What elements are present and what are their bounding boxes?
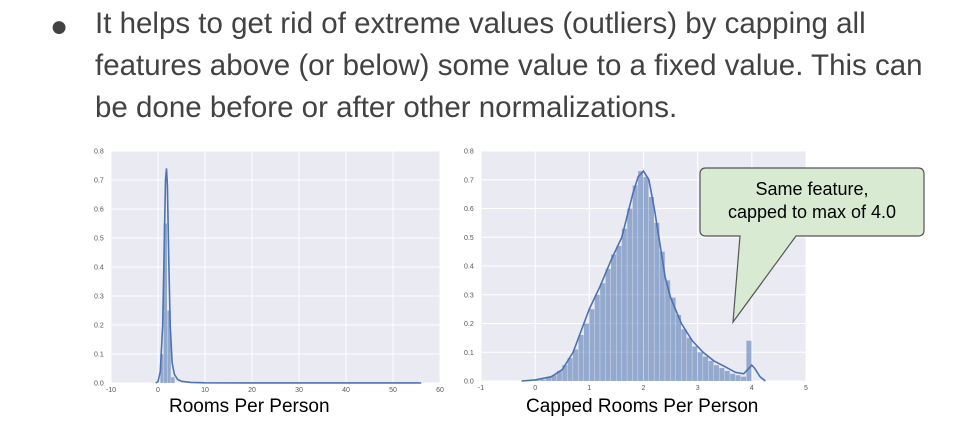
- histogram-bar: [735, 375, 741, 381]
- y-tick-label: 0.7: [464, 177, 474, 184]
- x-tick-label: 40: [342, 387, 350, 394]
- y-tick-label: 0.0: [464, 379, 474, 386]
- histogram-bar: [163, 223, 167, 383]
- histogram-bar: [638, 171, 644, 381]
- histogram-bar: [686, 337, 692, 381]
- y-tick-label: 0.8: [464, 149, 474, 156]
- y-tick-label: 0.6: [94, 207, 104, 214]
- histogram-bar: [573, 349, 579, 381]
- x-tick-label: 0: [533, 385, 537, 392]
- bullet-text: It helps to get rid of extreme values (o…: [95, 3, 960, 129]
- y-tick-label: 0.0: [94, 381, 104, 388]
- x-tick-label: 10: [201, 387, 209, 394]
- callout-text: Same feature, capped to max of 4.0: [698, 178, 926, 224]
- histogram-bar: [692, 346, 698, 381]
- histogram-bar: [746, 340, 752, 381]
- histogram-bar: [659, 251, 665, 381]
- callout-line: capped to max of 4.0: [727, 202, 897, 222]
- x-tick-label: 30: [295, 387, 303, 394]
- histogram-bar: [703, 356, 709, 381]
- chart-left-xlabel: Rooms Per Person: [169, 396, 330, 417]
- y-tick-label: 0.3: [94, 294, 104, 301]
- histogram-bar: [697, 352, 703, 381]
- y-tick-label: 0.5: [94, 236, 104, 243]
- x-tick-label: 4: [750, 385, 754, 392]
- histogram-bar: [621, 228, 627, 381]
- bullet-line: It helps to get rid of extreme values (o…: [95, 7, 866, 40]
- histogram-bar: [605, 268, 611, 381]
- histogram-bar: [540, 379, 546, 381]
- x-tick-label: 50: [389, 387, 397, 394]
- histogram-bar: [535, 380, 541, 381]
- histogram-bar: [730, 373, 736, 381]
- histogram-bar: [708, 360, 714, 381]
- y-tick-label: 0.3: [464, 292, 474, 299]
- histogram-bar: [681, 329, 687, 381]
- y-tick-label: 0.1: [94, 352, 104, 359]
- histogram-bar: [546, 377, 552, 381]
- bullet-marker: ●: [50, 10, 69, 43]
- y-tick-label: 0.4: [94, 265, 104, 272]
- kde-line: [155, 168, 422, 384]
- bullet-line: be done before or after other normalizat…: [95, 91, 678, 124]
- y-tick-label: 0.1: [464, 350, 474, 357]
- histogram-bar: [583, 323, 589, 381]
- histogram-bar: [167, 310, 171, 383]
- histogram-bar: [643, 176, 649, 381]
- histogram-bar: [632, 185, 638, 381]
- bullet-line: features above (or below) some value to …: [95, 49, 923, 82]
- histogram-bar: [160, 354, 164, 383]
- histogram-bar: [719, 368, 725, 381]
- histogram-bar: [713, 365, 719, 381]
- histogram-bar: [648, 197, 654, 381]
- y-tick-label: 0.7: [94, 178, 104, 185]
- histogram-bar: [611, 254, 617, 381]
- kde-line: [521, 169, 766, 382]
- y-tick-label: 0.4: [464, 264, 474, 271]
- histogram-bar: [578, 335, 584, 381]
- histogram-bar: [627, 208, 633, 381]
- histogram-bar: [171, 377, 175, 383]
- histogram-bar: [551, 375, 557, 381]
- chart-right-xlabel: Capped Rooms Per Person: [526, 396, 759, 417]
- histogram-bar: [562, 365, 568, 381]
- histogram-bar: [724, 370, 730, 381]
- x-tick-label: 20: [248, 387, 256, 394]
- y-tick-label: 0.2: [464, 321, 474, 328]
- histogram-bar: [556, 370, 562, 381]
- x-tick-label: 0: [156, 387, 160, 394]
- x-tick-label: 2: [642, 385, 646, 392]
- callout-line: Same feature,: [755, 179, 869, 199]
- x-tick-label: -10: [106, 387, 116, 394]
- histogram-bar: [654, 222, 660, 381]
- y-tick-label: 0.5: [464, 235, 474, 242]
- histogram-bar: [665, 280, 671, 381]
- histogram-bar: [741, 376, 747, 381]
- histogram-bar: [567, 358, 573, 381]
- histogram-bar: [670, 297, 676, 381]
- x-tick-label: 5: [804, 385, 808, 392]
- x-tick-label: 3: [696, 385, 700, 392]
- histogram-bar: [589, 309, 595, 381]
- x-tick-label: 1: [587, 385, 591, 392]
- histogram-bar: [594, 294, 600, 381]
- x-tick-label: 60: [436, 387, 444, 394]
- callout-shape: [699, 167, 925, 325]
- histogram-bar: [600, 283, 606, 381]
- y-tick-label: 0.2: [94, 323, 104, 330]
- histogram-bar: [616, 245, 622, 381]
- y-tick-label: 0.8: [94, 149, 104, 156]
- histogram-bar: [676, 314, 682, 381]
- x-tick-label: -1: [478, 385, 484, 392]
- y-tick-label: 0.6: [464, 206, 474, 213]
